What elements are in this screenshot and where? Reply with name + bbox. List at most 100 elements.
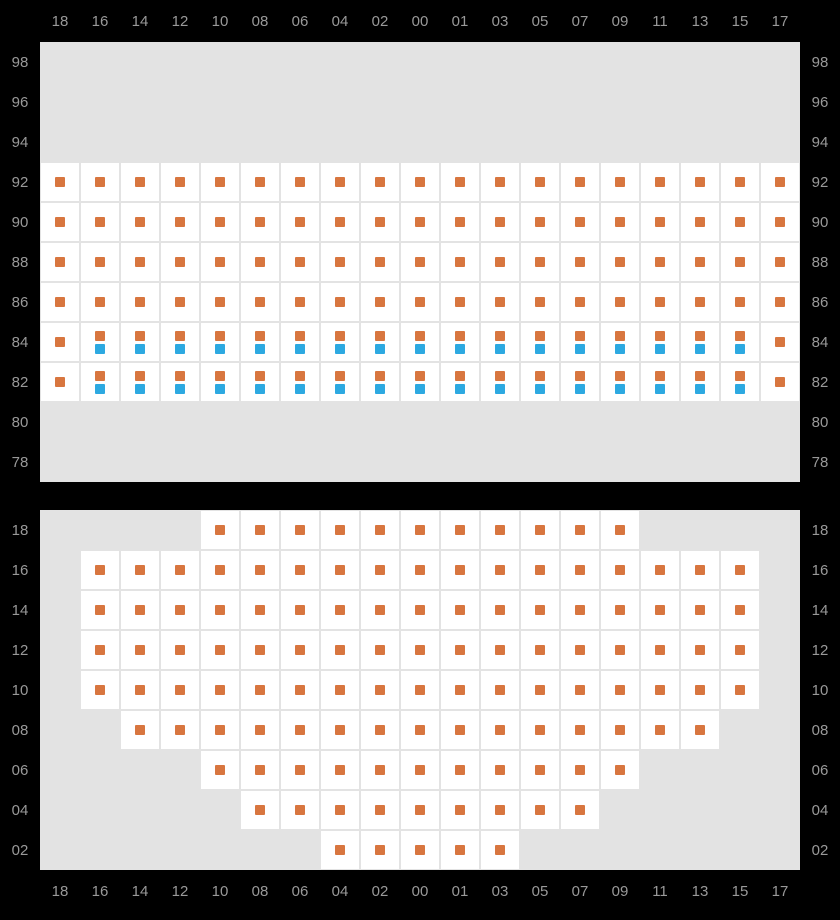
seat[interactable]	[240, 670, 280, 710]
seat[interactable]	[440, 510, 480, 550]
seat-double[interactable]	[600, 362, 640, 402]
seat[interactable]	[400, 590, 440, 630]
seat[interactable]	[440, 830, 480, 870]
seat[interactable]	[320, 590, 360, 630]
seat[interactable]	[520, 510, 560, 550]
seat[interactable]	[600, 510, 640, 550]
seat[interactable]	[120, 710, 160, 750]
seat[interactable]	[440, 282, 480, 322]
seat[interactable]	[520, 710, 560, 750]
seat[interactable]	[200, 750, 240, 790]
seat[interactable]	[360, 242, 400, 282]
seat[interactable]	[640, 162, 680, 202]
seat[interactable]	[40, 282, 80, 322]
seat-double[interactable]	[640, 322, 680, 362]
seat[interactable]	[40, 242, 80, 282]
seat-double[interactable]	[600, 322, 640, 362]
seat-double[interactable]	[680, 322, 720, 362]
seat-double[interactable]	[200, 362, 240, 402]
seat[interactable]	[240, 750, 280, 790]
seat[interactable]	[600, 590, 640, 630]
seat[interactable]	[40, 162, 80, 202]
seat[interactable]	[680, 550, 720, 590]
seat-double[interactable]	[280, 362, 320, 402]
seat-double[interactable]	[680, 362, 720, 402]
seat[interactable]	[320, 202, 360, 242]
seat[interactable]	[600, 242, 640, 282]
seat[interactable]	[120, 590, 160, 630]
seat-double[interactable]	[160, 362, 200, 402]
seat-double[interactable]	[720, 362, 760, 402]
seat[interactable]	[200, 590, 240, 630]
seat[interactable]	[560, 790, 600, 830]
seat[interactable]	[760, 162, 800, 202]
seat[interactable]	[200, 710, 240, 750]
seat[interactable]	[280, 550, 320, 590]
seat[interactable]	[520, 790, 560, 830]
seat[interactable]	[480, 510, 520, 550]
seat[interactable]	[480, 202, 520, 242]
seat[interactable]	[520, 670, 560, 710]
seat[interactable]	[400, 790, 440, 830]
seat[interactable]	[440, 670, 480, 710]
seat[interactable]	[480, 750, 520, 790]
seat[interactable]	[200, 202, 240, 242]
seat[interactable]	[760, 282, 800, 322]
seat[interactable]	[360, 630, 400, 670]
seat[interactable]	[560, 282, 600, 322]
seat[interactable]	[480, 670, 520, 710]
seat-double[interactable]	[240, 362, 280, 402]
seat[interactable]	[400, 550, 440, 590]
seat[interactable]	[280, 510, 320, 550]
seat[interactable]	[360, 550, 400, 590]
seat[interactable]	[560, 750, 600, 790]
seat[interactable]	[160, 630, 200, 670]
seat[interactable]	[520, 242, 560, 282]
seat[interactable]	[160, 202, 200, 242]
seat[interactable]	[400, 202, 440, 242]
seat[interactable]	[480, 550, 520, 590]
seat[interactable]	[280, 790, 320, 830]
seat[interactable]	[560, 630, 600, 670]
seat[interactable]	[440, 630, 480, 670]
seat[interactable]	[160, 162, 200, 202]
seat[interactable]	[240, 790, 280, 830]
seat-double[interactable]	[80, 362, 120, 402]
seat[interactable]	[680, 670, 720, 710]
seat[interactable]	[400, 162, 440, 202]
seat-double[interactable]	[160, 322, 200, 362]
seat[interactable]	[280, 162, 320, 202]
seat[interactable]	[720, 550, 760, 590]
seat[interactable]	[120, 202, 160, 242]
seat-double[interactable]	[120, 362, 160, 402]
seat[interactable]	[360, 790, 400, 830]
seat[interactable]	[200, 162, 240, 202]
seat[interactable]	[360, 750, 400, 790]
seat[interactable]	[720, 670, 760, 710]
seat[interactable]	[640, 550, 680, 590]
seat[interactable]	[80, 630, 120, 670]
seat[interactable]	[240, 242, 280, 282]
seat[interactable]	[400, 670, 440, 710]
seat[interactable]	[360, 590, 400, 630]
seat-double[interactable]	[440, 322, 480, 362]
seat-double[interactable]	[200, 322, 240, 362]
seat-double[interactable]	[320, 322, 360, 362]
seat[interactable]	[120, 550, 160, 590]
seat[interactable]	[560, 590, 600, 630]
seat[interactable]	[320, 162, 360, 202]
seat[interactable]	[440, 790, 480, 830]
seat[interactable]	[560, 670, 600, 710]
seat[interactable]	[480, 710, 520, 750]
seat[interactable]	[120, 630, 160, 670]
seat[interactable]	[320, 510, 360, 550]
seat[interactable]	[80, 670, 120, 710]
seat[interactable]	[520, 590, 560, 630]
seat[interactable]	[760, 242, 800, 282]
seat-double[interactable]	[400, 322, 440, 362]
seat[interactable]	[720, 162, 760, 202]
seat[interactable]	[120, 162, 160, 202]
seat[interactable]	[440, 162, 480, 202]
seat[interactable]	[360, 670, 400, 710]
seat-double[interactable]	[520, 362, 560, 402]
